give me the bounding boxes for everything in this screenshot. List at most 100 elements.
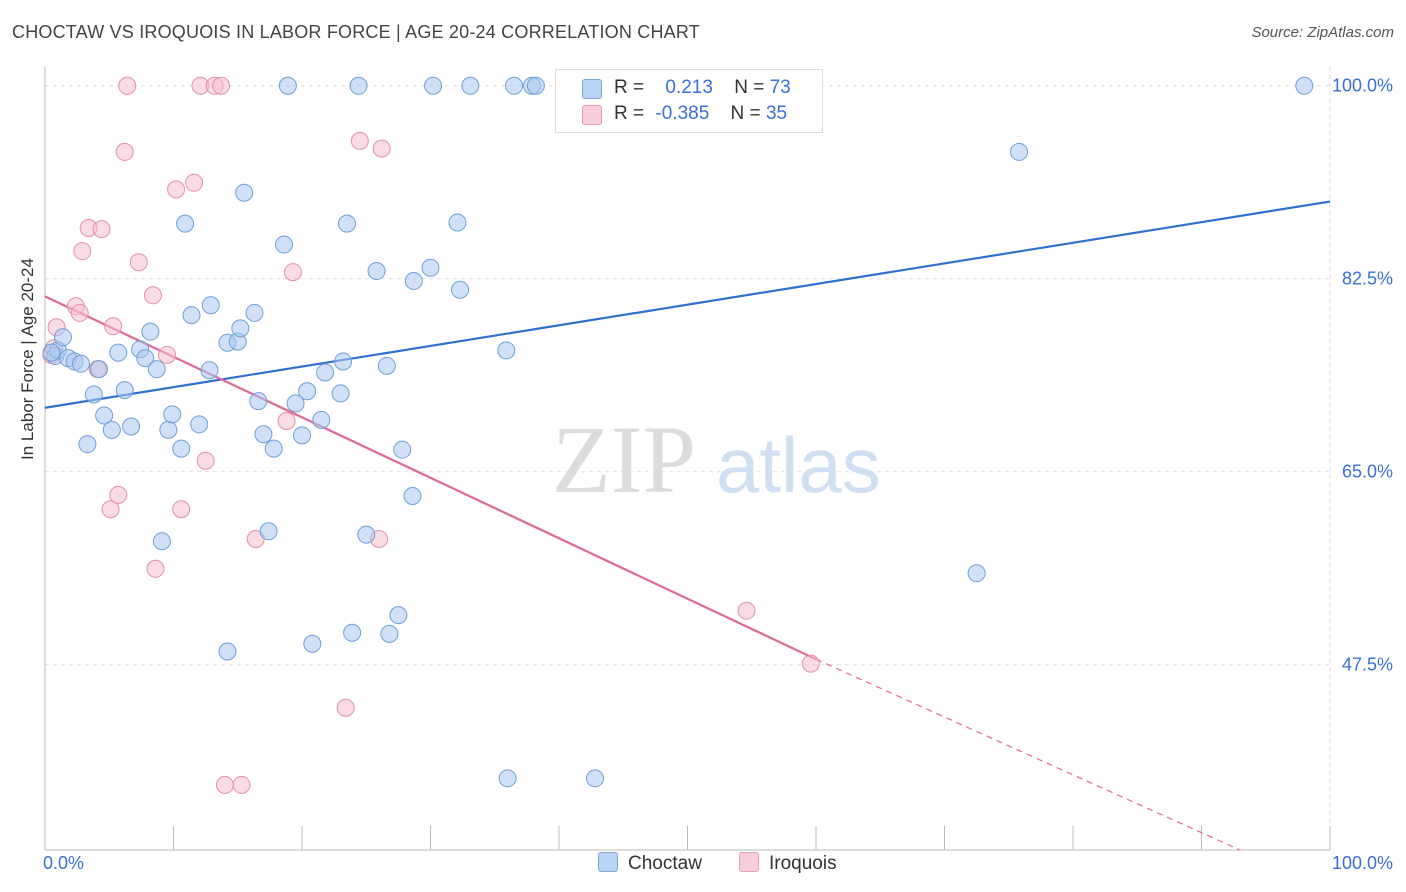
legend-n-value: 73 — [769, 77, 791, 98]
choctaw-point — [249, 392, 268, 411]
choctaw-point — [84, 385, 103, 404]
choctaw-point — [200, 361, 219, 380]
choctaw-point — [526, 76, 545, 95]
choctaw-point — [404, 271, 423, 290]
tick-labels: 47.5% 65.0% 82.5% 100.0% 0.0% 100.0% — [43, 76, 1393, 873]
choctaw-point — [78, 435, 97, 454]
choctaw-point — [1010, 142, 1029, 161]
choctaw-point — [254, 425, 273, 444]
watermark-zip: ZIP — [552, 406, 696, 513]
legend-row-choctaw: R = 0.213 N = 73 — [614, 77, 791, 99]
choctaw-point — [109, 343, 128, 362]
choctaw-point — [312, 410, 331, 429]
iroquois-point — [167, 180, 186, 199]
legend-n-value: 35 — [765, 103, 788, 124]
legend-n-label: N = — [730, 103, 761, 124]
choctaw-point — [42, 343, 61, 362]
choctaw-point — [403, 486, 422, 505]
choctaw-point — [163, 405, 182, 424]
choctaw-point — [337, 214, 356, 233]
x-tick-label: 0.0% — [43, 853, 84, 873]
legend-item-iroquois: Iroquois — [739, 852, 837, 875]
choctaw-point — [147, 360, 166, 379]
choctaw-point — [190, 415, 209, 434]
axes — [44, 67, 1331, 851]
iroquois-point — [109, 485, 128, 504]
choctaw-point — [182, 306, 201, 325]
iroquois-point — [73, 242, 92, 261]
legend-swatch-choctaw — [598, 852, 618, 872]
choctaw-point — [461, 76, 480, 95]
choctaw-point — [235, 183, 254, 202]
iroquois-point — [336, 698, 355, 717]
choctaw-point — [448, 213, 467, 232]
choctaw-point — [172, 439, 191, 458]
choctaw-point — [89, 360, 108, 379]
choctaw-point — [377, 356, 396, 375]
choctaw-point — [349, 76, 368, 95]
chart-title: CHOCTAW VS IROQUOIS IN LABOR FORCE | AGE… — [12, 22, 700, 42]
iroquois-point — [70, 303, 89, 322]
y-tick-label: 100.0% — [1332, 76, 1393, 96]
choctaw-point — [585, 769, 604, 788]
choctaw-point — [115, 381, 134, 400]
legend-swatch-iroquois — [739, 852, 759, 872]
iroquois-point — [277, 412, 296, 431]
choctaw-point — [303, 634, 322, 653]
x-tick-label: 100.0% — [1332, 853, 1393, 873]
y-axis-label: In Labor Force | Age 20-24 — [18, 258, 37, 460]
iroquois-point — [372, 139, 391, 158]
choctaw-point — [498, 769, 517, 788]
legend-r-value: 0.213 — [665, 77, 713, 98]
choctaw-point — [357, 525, 376, 544]
choctaw-point — [367, 262, 386, 281]
iroquois-point — [232, 775, 251, 794]
choctaw-point — [334, 352, 353, 371]
choctaw-trend-line — [44, 200, 1331, 409]
choctaw-point — [259, 522, 278, 541]
choctaw-point — [136, 349, 155, 368]
iroquois-point — [215, 775, 234, 794]
legend-item-choctaw: Choctaw — [598, 852, 702, 875]
iroquois-point — [737, 601, 756, 620]
choctaw-point — [293, 426, 311, 445]
iroquois-point — [115, 142, 134, 161]
legend-swatch-iroquois — [582, 105, 602, 125]
choctaw-point — [298, 382, 317, 401]
y-tick-label: 65.0% — [1342, 462, 1393, 482]
y-tick-label: 82.5% — [1342, 269, 1393, 289]
iroquois-point — [146, 559, 165, 578]
choctaw-point — [424, 76, 443, 95]
choctaw-point — [141, 322, 160, 341]
choctaw-point — [231, 319, 250, 338]
iroquois-point — [158, 345, 177, 364]
stats-legend: R = 0.213 N = 73 R = -0.385 N = 35 — [555, 69, 823, 133]
choctaw-point — [71, 354, 90, 373]
choctaw-point — [286, 394, 305, 413]
iroquois-point — [92, 220, 111, 239]
choctaw-point — [245, 303, 264, 322]
choctaw-point — [316, 363, 335, 382]
choctaw-point — [159, 420, 178, 439]
iroquois-point — [129, 253, 148, 272]
choctaw-point — [1295, 76, 1314, 95]
legend-label-iroquois: Iroquois — [769, 853, 837, 874]
y-tick-label: 47.5% — [1342, 655, 1393, 675]
choctaw-point — [331, 384, 350, 403]
legend-row-iroquois: R = -0.385 N = 35 — [614, 103, 787, 125]
choctaw-point — [275, 235, 294, 254]
watermark-atlas: atlas — [716, 421, 881, 509]
choctaw-point — [380, 624, 399, 643]
choctaw-point — [393, 440, 412, 459]
iroquois-point — [172, 500, 191, 519]
choctaw-point — [152, 532, 171, 551]
iroquois-point — [801, 654, 820, 673]
legend-r-label: R = — [614, 103, 645, 124]
legend-swatch-choctaw — [582, 79, 602, 99]
iroquois-point — [101, 500, 120, 519]
choctaw-point — [53, 328, 72, 347]
iroquois-point — [104, 317, 123, 336]
iroquois-point — [118, 76, 137, 95]
data-points — [42, 76, 1314, 794]
choctaw-point — [278, 76, 297, 95]
